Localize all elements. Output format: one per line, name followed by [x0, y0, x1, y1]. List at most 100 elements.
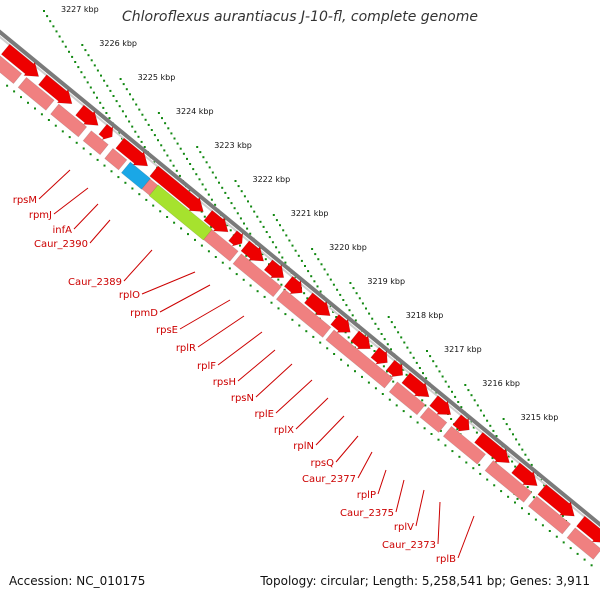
forward-gene — [474, 431, 510, 464]
gene-label-text: rplN — [293, 441, 314, 452]
accent-gene-green — [148, 184, 213, 241]
genes — [0, 43, 600, 560]
gene-label-leader — [377, 469, 387, 495]
map-title: Chloroflexus aurantiacus J-10-fl, comple… — [122, 9, 478, 25]
gene-label: rplF — [197, 331, 263, 372]
gene-label-text: rpmJ — [29, 210, 52, 221]
scale-tick: 3220 kbp — [311, 243, 404, 398]
reverse-gene — [232, 253, 282, 298]
gene-label-text: Caur_2373 — [382, 540, 436, 551]
gene-label-leader — [395, 479, 405, 513]
forward-gene — [452, 414, 470, 432]
gene-label-text: Caur_2375 — [340, 508, 394, 519]
forward-gene — [228, 230, 244, 247]
gene-label-leader — [179, 299, 231, 330]
forward-gene — [149, 165, 204, 212]
accession-text: Accession: NC_010175 — [9, 574, 146, 588]
forward-gene — [283, 275, 303, 295]
forward-gene — [303, 292, 331, 317]
gene-label-leader — [197, 315, 245, 348]
forward-gene — [401, 372, 430, 398]
gene-label: Caur_2375 — [340, 479, 405, 519]
scale-ticks: 3227 kbp 3226 kbp 3225 kbp 3224 kbp 3223 kbp… — [43, 5, 567, 522]
gene-label: infA — [53, 203, 99, 236]
gene-label: rplP — [357, 469, 387, 501]
gene-label: rplV — [394, 489, 425, 533]
scale-tick-label: 3220 kbp — [329, 243, 367, 252]
gene-label-leader — [38, 169, 71, 200]
forward-gene — [0, 43, 40, 77]
gene-label: rplR — [176, 315, 245, 354]
accent-gene-blue — [120, 161, 151, 190]
gene-label: rpsM — [13, 169, 71, 206]
forward-gene — [115, 137, 149, 167]
forward-gene — [330, 314, 351, 333]
forward-gene — [240, 240, 265, 262]
reverse-gene — [419, 406, 448, 433]
gene-label-text: rpmD — [130, 308, 158, 319]
gene-label-text: rplB — [436, 554, 456, 565]
gene-label-text: infA — [53, 225, 73, 236]
scale-tick-label: 3217 kbp — [444, 345, 482, 354]
gene-label: rpmJ — [29, 187, 89, 221]
scale-tick-label: 3218 kbp — [406, 311, 444, 320]
reverse-gene — [325, 329, 394, 389]
gene-label-leader — [237, 349, 276, 382]
gene-label-text: Caur_2389 — [68, 277, 122, 288]
gene-label-text: rpsN — [231, 393, 254, 404]
gene-label: rpsN — [231, 363, 293, 404]
reverse-gene — [50, 103, 88, 138]
reverse-gene — [82, 130, 109, 156]
gene-label-leader — [457, 515, 475, 559]
gene-label: rplB — [436, 515, 475, 565]
gene-label: Caur_2373 — [382, 501, 441, 551]
reverse-gene — [0, 55, 23, 85]
reverse-gene — [566, 527, 600, 560]
gene-label: rplN — [293, 415, 345, 452]
gene-label-leader — [217, 331, 263, 366]
scale-tick-label: 3222 kbp — [253, 175, 291, 184]
gene-label-leader — [335, 435, 359, 463]
gene-label: rpsE — [156, 299, 231, 336]
gene-label: rpsQ — [310, 435, 359, 469]
gene-label-leader — [275, 379, 313, 414]
gene-label-text: Caur_2377 — [302, 474, 356, 485]
scale-tick-label: 3224 kbp — [176, 107, 214, 116]
reverse-gene — [104, 147, 128, 171]
gene-label-leader — [89, 219, 111, 244]
forward-gene — [511, 462, 538, 487]
reverse-gene — [17, 76, 55, 111]
gene-label-text: rplO — [119, 290, 140, 301]
gene-label-leader — [53, 187, 89, 215]
gene-label-leader — [123, 249, 153, 282]
forward-gene — [75, 104, 99, 126]
reverse-gene — [388, 381, 426, 416]
gene-label-leader — [415, 489, 425, 527]
forward-gene — [385, 359, 404, 378]
genome-summary-text: Topology: circular; Length: 5,258,541 bp… — [260, 574, 590, 588]
gene-label-text: rplF — [197, 361, 216, 372]
scale-tick-label: 3216 kbp — [482, 379, 520, 388]
forward-gene — [429, 395, 452, 415]
gene-label-leader — [255, 363, 293, 398]
reverse-gene — [527, 495, 572, 535]
forward-gene — [203, 209, 229, 233]
reverse-gene — [442, 425, 487, 465]
gene-label-text: rplV — [394, 522, 414, 533]
forward-gene — [370, 346, 388, 365]
gene-label: rpmD — [130, 284, 211, 319]
gene-label: rpsH — [213, 349, 276, 388]
inner-dot-track — [6, 84, 593, 567]
gene-label-leader — [295, 397, 329, 430]
backbone-line — [0, 29, 600, 528]
gene-label-leader — [73, 203, 99, 230]
forward-gene — [38, 74, 73, 105]
reverse-gene — [275, 288, 332, 338]
gene-label: Caur_2389 — [68, 249, 153, 288]
gene-label-leader — [315, 415, 345, 446]
reverse-gene — [484, 460, 533, 503]
gene-label: rplO — [119, 271, 196, 301]
gene-label-leader — [437, 501, 441, 545]
gene-label-text: rplP — [357, 490, 376, 501]
